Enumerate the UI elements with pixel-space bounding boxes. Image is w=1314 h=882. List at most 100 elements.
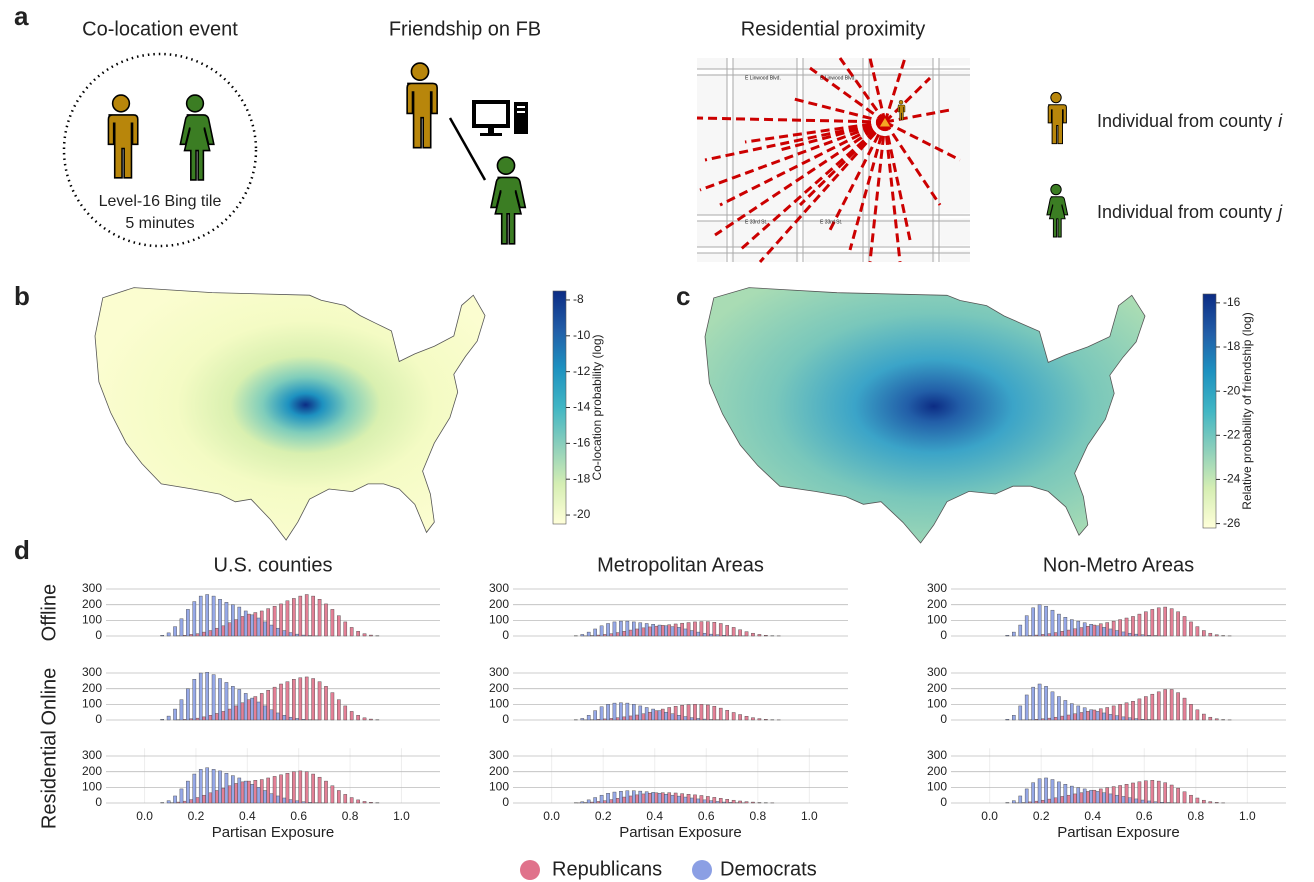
bar bbox=[1182, 791, 1187, 804]
bar bbox=[718, 707, 723, 721]
bar bbox=[1018, 795, 1023, 804]
bar bbox=[1018, 705, 1023, 721]
bar bbox=[731, 712, 736, 721]
bar bbox=[256, 617, 261, 637]
bar bbox=[1037, 683, 1042, 721]
bar bbox=[644, 707, 649, 721]
bar bbox=[1182, 697, 1187, 721]
bar bbox=[683, 628, 688, 637]
bar bbox=[718, 623, 723, 637]
bar bbox=[706, 796, 710, 804]
bar bbox=[1163, 782, 1167, 804]
y-tick-label: 100 bbox=[82, 613, 102, 627]
bar bbox=[586, 715, 591, 721]
bar bbox=[186, 609, 190, 637]
street-map bbox=[697, 58, 970, 262]
x-tick-label: 0.6 bbox=[698, 809, 715, 823]
y-tick-label: 0 bbox=[502, 795, 509, 809]
bar bbox=[654, 710, 659, 721]
bar bbox=[680, 793, 684, 804]
y-tick-label: 200 bbox=[927, 764, 947, 778]
bar bbox=[247, 780, 251, 804]
bar bbox=[298, 595, 303, 637]
bar bbox=[725, 625, 729, 637]
bar bbox=[189, 634, 193, 637]
ray bbox=[739, 120, 886, 252]
colorbar-tick-label: -16 bbox=[1223, 295, 1241, 309]
bar bbox=[1053, 797, 1058, 804]
bar bbox=[202, 716, 206, 721]
colorbar bbox=[552, 290, 567, 525]
bar bbox=[301, 719, 306, 721]
bar bbox=[179, 699, 184, 721]
bar bbox=[641, 713, 646, 721]
bar bbox=[295, 633, 299, 637]
colorbar-tick-label: -20 bbox=[1223, 383, 1241, 397]
bar bbox=[1195, 797, 1200, 804]
bar bbox=[599, 706, 604, 721]
colorbar-tick-label: -16 bbox=[573, 436, 591, 450]
bar bbox=[1195, 709, 1200, 721]
legend-label: Individual from county bbox=[1097, 111, 1272, 131]
bar bbox=[632, 790, 636, 804]
bar bbox=[660, 625, 665, 637]
bar bbox=[250, 697, 254, 721]
bar bbox=[702, 632, 707, 637]
y-tick-label: 100 bbox=[489, 697, 509, 711]
bar bbox=[1066, 714, 1071, 721]
bar bbox=[1076, 787, 1081, 804]
bar bbox=[677, 795, 681, 804]
y-tick-label: 300 bbox=[82, 581, 102, 595]
ray bbox=[758, 121, 887, 263]
ray bbox=[789, 96, 886, 124]
bar bbox=[657, 710, 662, 721]
ray bbox=[744, 120, 886, 144]
bar bbox=[580, 801, 585, 804]
bar bbox=[699, 704, 704, 721]
y-tick-label: 0 bbox=[95, 628, 102, 642]
bar bbox=[1140, 799, 1145, 804]
bar bbox=[269, 793, 274, 804]
y-tick-label: 300 bbox=[82, 748, 102, 762]
bar bbox=[211, 595, 216, 637]
bar bbox=[317, 776, 322, 804]
bar bbox=[728, 802, 733, 804]
bar bbox=[664, 711, 668, 721]
bar bbox=[1089, 709, 1093, 721]
bar bbox=[198, 595, 203, 637]
bar bbox=[330, 609, 335, 637]
bar bbox=[1105, 707, 1110, 721]
bar bbox=[1024, 788, 1029, 804]
bar bbox=[176, 801, 181, 804]
bar bbox=[227, 785, 232, 804]
bar bbox=[266, 608, 270, 637]
bar bbox=[362, 717, 367, 721]
bar bbox=[1086, 791, 1090, 804]
bar bbox=[317, 681, 322, 721]
bar bbox=[1124, 617, 1129, 637]
bar bbox=[1163, 689, 1167, 721]
bar bbox=[292, 679, 296, 721]
bar bbox=[744, 716, 749, 721]
row-label: Offline bbox=[38, 584, 60, 641]
person-j bbox=[179, 94, 215, 181]
bar bbox=[1037, 778, 1042, 804]
bar bbox=[234, 705, 238, 721]
bar bbox=[1028, 801, 1032, 804]
bar bbox=[369, 718, 373, 721]
bar bbox=[1169, 689, 1174, 721]
panel-label: c bbox=[676, 281, 690, 311]
colorbar-label: Co-location probability (log) bbox=[590, 334, 604, 480]
bar bbox=[738, 800, 742, 804]
y-tick-label: 0 bbox=[940, 628, 947, 642]
bar bbox=[186, 688, 190, 721]
bar bbox=[1160, 802, 1164, 804]
bar bbox=[625, 790, 630, 804]
bar bbox=[192, 773, 197, 804]
ray bbox=[828, 121, 887, 231]
bar bbox=[1024, 615, 1029, 637]
bar bbox=[208, 630, 213, 637]
colorbar-tick-label: -26 bbox=[1223, 516, 1241, 530]
bar bbox=[764, 719, 768, 721]
bar bbox=[1118, 785, 1122, 804]
